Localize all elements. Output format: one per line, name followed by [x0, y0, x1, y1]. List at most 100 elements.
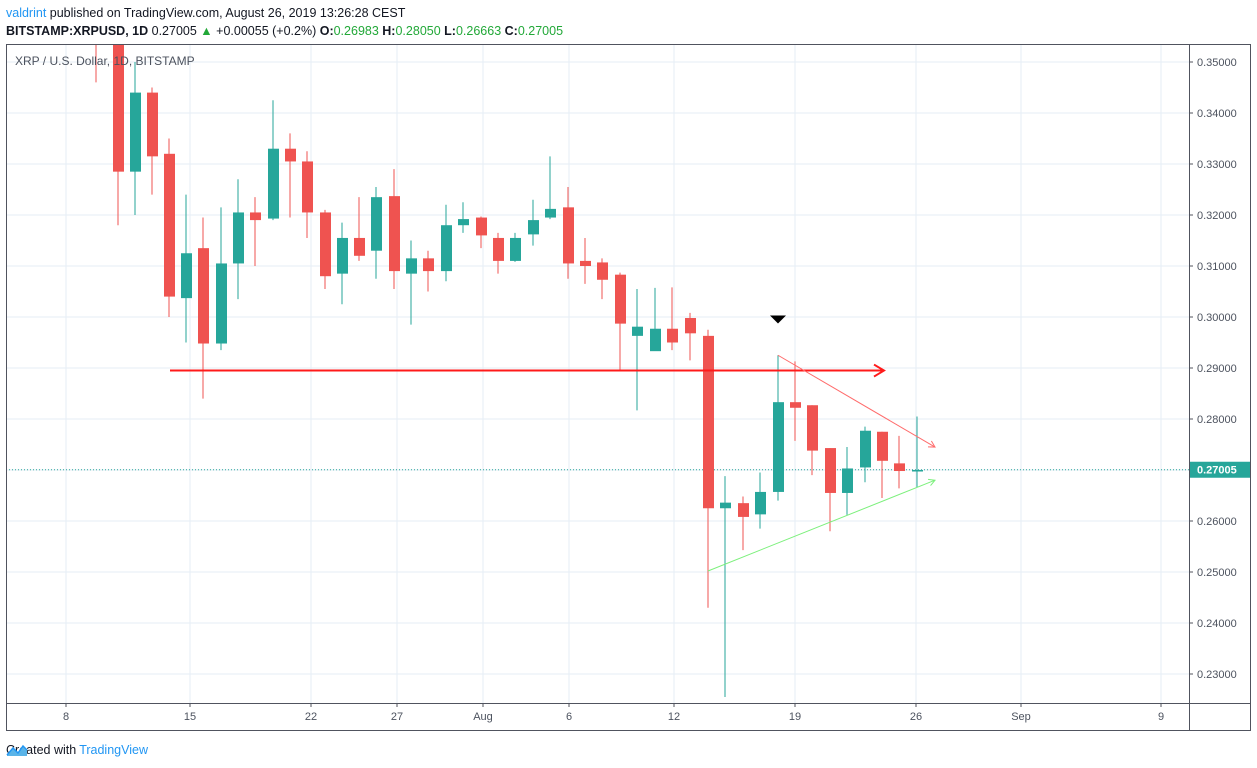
high-label: H:: [382, 24, 396, 38]
candle-up[interactable]: [720, 476, 731, 697]
candle-down[interactable]: [894, 435, 905, 489]
chart-legend-title: XRP / U.S. Dollar, 1D, BITSTAMP: [15, 54, 195, 68]
publish-text: published on TradingView.com, August 26,…: [49, 6, 406, 20]
price-tick-label: 0.29000: [1197, 363, 1237, 375]
time-tick-label: 9: [1158, 711, 1164, 723]
publish-line: valdrint published on TradingView.com, A…: [6, 4, 563, 22]
candle-down[interactable]: [423, 250, 434, 292]
price-tick-label: 0.35000: [1197, 57, 1237, 69]
candle-up[interactable]: [458, 202, 469, 233]
price-tick-label: 0.26000: [1197, 516, 1237, 528]
high-value: 0.28050: [395, 24, 441, 38]
time-tick-label: 22: [305, 711, 317, 723]
candle-down[interactable]: [285, 133, 296, 218]
footer: Created with TradingView: [6, 743, 148, 757]
candle-down[interactable]: [563, 186, 574, 279]
candle-up[interactable]: [860, 426, 871, 483]
time-tick-label: Sep: [1011, 711, 1031, 723]
candle-up[interactable]: [755, 472, 766, 529]
svg-text:0.27005: 0.27005: [1197, 465, 1237, 477]
author-link[interactable]: valdrint: [6, 6, 47, 20]
time-tick-label: 6: [566, 711, 572, 723]
ohlc-line: BITSTAMP:XRPUSD, 1D 0.27005 ▲ +0.00055 (…: [6, 22, 563, 40]
candle-down[interactable]: [807, 405, 818, 476]
candle-down[interactable]: [493, 232, 504, 274]
candle-down[interactable]: [738, 496, 749, 551]
price-tick-label: 0.25000: [1197, 567, 1237, 579]
open-value: 0.26983: [333, 24, 379, 38]
candle-up[interactable]: [545, 156, 556, 220]
candle-up[interactable]: [268, 100, 279, 221]
support-arrow[interactable]: [170, 363, 886, 378]
price-tick-label: 0.31000: [1197, 261, 1237, 273]
candle-down[interactable]: [91, 11, 102, 83]
candle-down[interactable]: [685, 312, 696, 361]
candle-up[interactable]: [650, 287, 661, 352]
candle-up[interactable]: [632, 288, 643, 411]
current-price-badge: 0.27005: [1190, 461, 1250, 478]
tradingview-logo-icon: [6, 744, 28, 756]
candle-up[interactable]: [181, 194, 192, 343]
candle-down[interactable]: [597, 258, 608, 300]
up-arrow-icon: ▲: [200, 24, 213, 38]
price-tick-label: 0.28000: [1197, 414, 1237, 426]
candle-up[interactable]: [842, 447, 853, 515]
candle-down[interactable]: [354, 197, 365, 261]
down-triangle-marker-icon[interactable]: [770, 315, 786, 324]
candle-up[interactable]: [233, 179, 244, 300]
candle-up[interactable]: [337, 222, 348, 305]
tradingview-brand-link[interactable]: TradingView: [79, 743, 148, 757]
price-change: +0.00055 (+0.2%): [216, 24, 317, 38]
time-tick-label: 8: [63, 711, 69, 723]
candle-down[interactable]: [667, 287, 678, 351]
candle-up[interactable]: [528, 199, 539, 246]
candle-down[interactable]: [825, 448, 836, 532]
low-label: L:: [444, 24, 456, 38]
candle-down[interactable]: [113, 11, 124, 226]
candle-up[interactable]: [216, 207, 227, 351]
price-axis[interactable]: 0.35000 0.34000 0.33000 0.32000 0.31000 0.300…: [1189, 57, 1237, 681]
candle-down[interactable]: [703, 329, 714, 608]
time-tick-label: 27: [391, 711, 403, 723]
candle-down[interactable]: [250, 197, 261, 266]
price-tick-label: 0.23000: [1197, 669, 1237, 681]
candle-down[interactable]: [476, 216, 487, 249]
candle-down[interactable]: [198, 217, 209, 399]
candle-down[interactable]: [164, 138, 175, 318]
candle-down[interactable]: [615, 272, 626, 371]
close-value: 0.27005: [517, 24, 564, 38]
candle-down[interactable]: [320, 209, 331, 289]
candle-up[interactable]: [130, 62, 141, 215]
price-tick-label: 0.24000: [1197, 618, 1237, 630]
candle-up[interactable]: [406, 240, 417, 325]
candle-up[interactable]: [441, 204, 452, 282]
low-value: 0.26663: [455, 24, 502, 38]
price-tick-label: 0.32000: [1197, 210, 1237, 222]
time-tick-label: 12: [668, 711, 680, 723]
symbol-label: BITSTAMP:XRPUSD, 1D: [6, 24, 149, 38]
chart-header: valdrint published on TradingView.com, A…: [6, 4, 563, 40]
candle-down[interactable]: [389, 169, 400, 289]
candle-up[interactable]: [371, 186, 382, 279]
candle-up[interactable]: [773, 355, 784, 501]
candle-down[interactable]: [790, 361, 801, 441]
candle-up[interactable]: [510, 232, 521, 262]
price-tick-label: 0.30000: [1197, 312, 1237, 324]
plot-area: [7, 11, 1189, 697]
trend-line-arrow[interactable]: [777, 354, 936, 448]
candle-down[interactable]: [580, 237, 591, 284]
time-axis[interactable]: 8 15 22 27 Aug 6 12 19 26 Sep 9: [63, 703, 1164, 723]
time-tick-label: 15: [184, 711, 196, 723]
time-tick-label: 19: [789, 711, 801, 723]
price-tick-label: 0.34000: [1197, 108, 1237, 120]
candles: [91, 11, 923, 697]
last-price: 0.27005: [151, 24, 197, 38]
grid: [6, 44, 1189, 703]
price-tick-label: 0.33000: [1197, 159, 1237, 171]
candlestick-chart[interactable]: 0.35000 0.34000 0.33000 0.32000 0.31000 0.300…: [0, 0, 1257, 740]
candle-down[interactable]: [877, 431, 888, 499]
trend-line-arrow[interactable]: [707, 478, 936, 572]
candle-up[interactable]: [912, 416, 923, 488]
candle-down[interactable]: [147, 87, 158, 195]
candle-down[interactable]: [302, 151, 313, 238]
